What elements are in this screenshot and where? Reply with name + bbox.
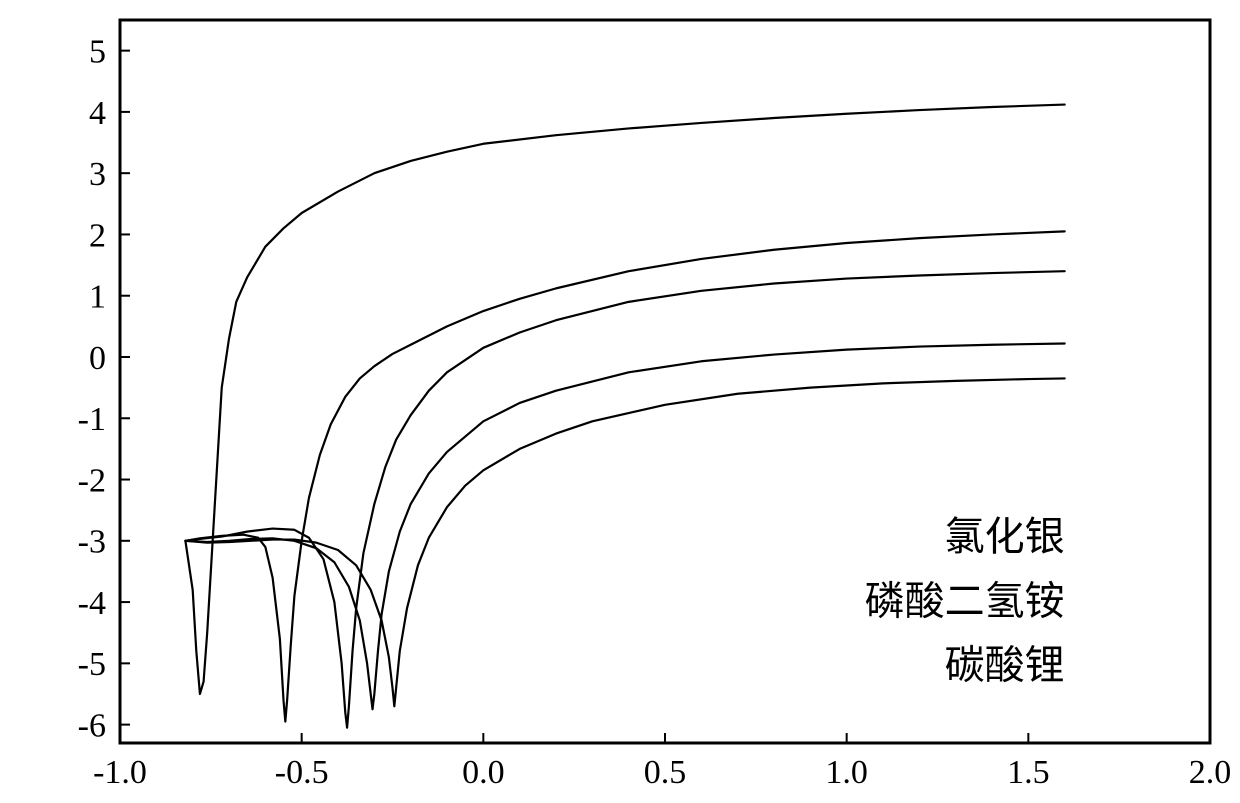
y-tick-label: -4	[78, 585, 106, 622]
x-tick-label: 2.0	[1189, 754, 1232, 791]
x-tick-label: 0.5	[644, 754, 687, 791]
y-tick-label: -2	[78, 462, 106, 499]
chart-root: -1.0 -0.5 0.0 0.5 1.0 1.5 2.0 -6 -5 -4 -3 -2 -1 0 1 2 3 4…	[0, 0, 1240, 803]
legend-item-0: 氯化银	[945, 514, 1065, 559]
x-tick-label: 0.0	[462, 754, 505, 791]
y-tick-label: -1	[78, 401, 106, 438]
y-tick-label: -5	[78, 646, 106, 683]
chart-svg: -1.0 -0.5 0.0 0.5 1.0 1.5 2.0 -6 -5 -4 -3 -2 -1 0 1 2 3 4…	[0, 0, 1240, 803]
legend-item-1: 磷酸二氢铵	[865, 578, 1065, 623]
y-tick-label: 3	[89, 156, 106, 193]
y-tick-label: -3	[78, 524, 106, 561]
x-tick-label: -1.0	[93, 754, 147, 791]
y-tick-label: 2	[89, 217, 106, 254]
y-tick-label: -6	[78, 708, 106, 745]
x-tick-label: 1.0	[825, 754, 868, 791]
legend-item-2: 碳酸锂	[945, 643, 1065, 688]
x-tick-label: -0.5	[275, 754, 329, 791]
x-tick-label: 1.5	[1007, 754, 1050, 791]
y-tick-label: 0	[89, 340, 106, 377]
y-tick-label: 1	[89, 279, 106, 316]
y-tick-label: 5	[89, 34, 106, 71]
y-tick-label: 4	[89, 95, 106, 132]
